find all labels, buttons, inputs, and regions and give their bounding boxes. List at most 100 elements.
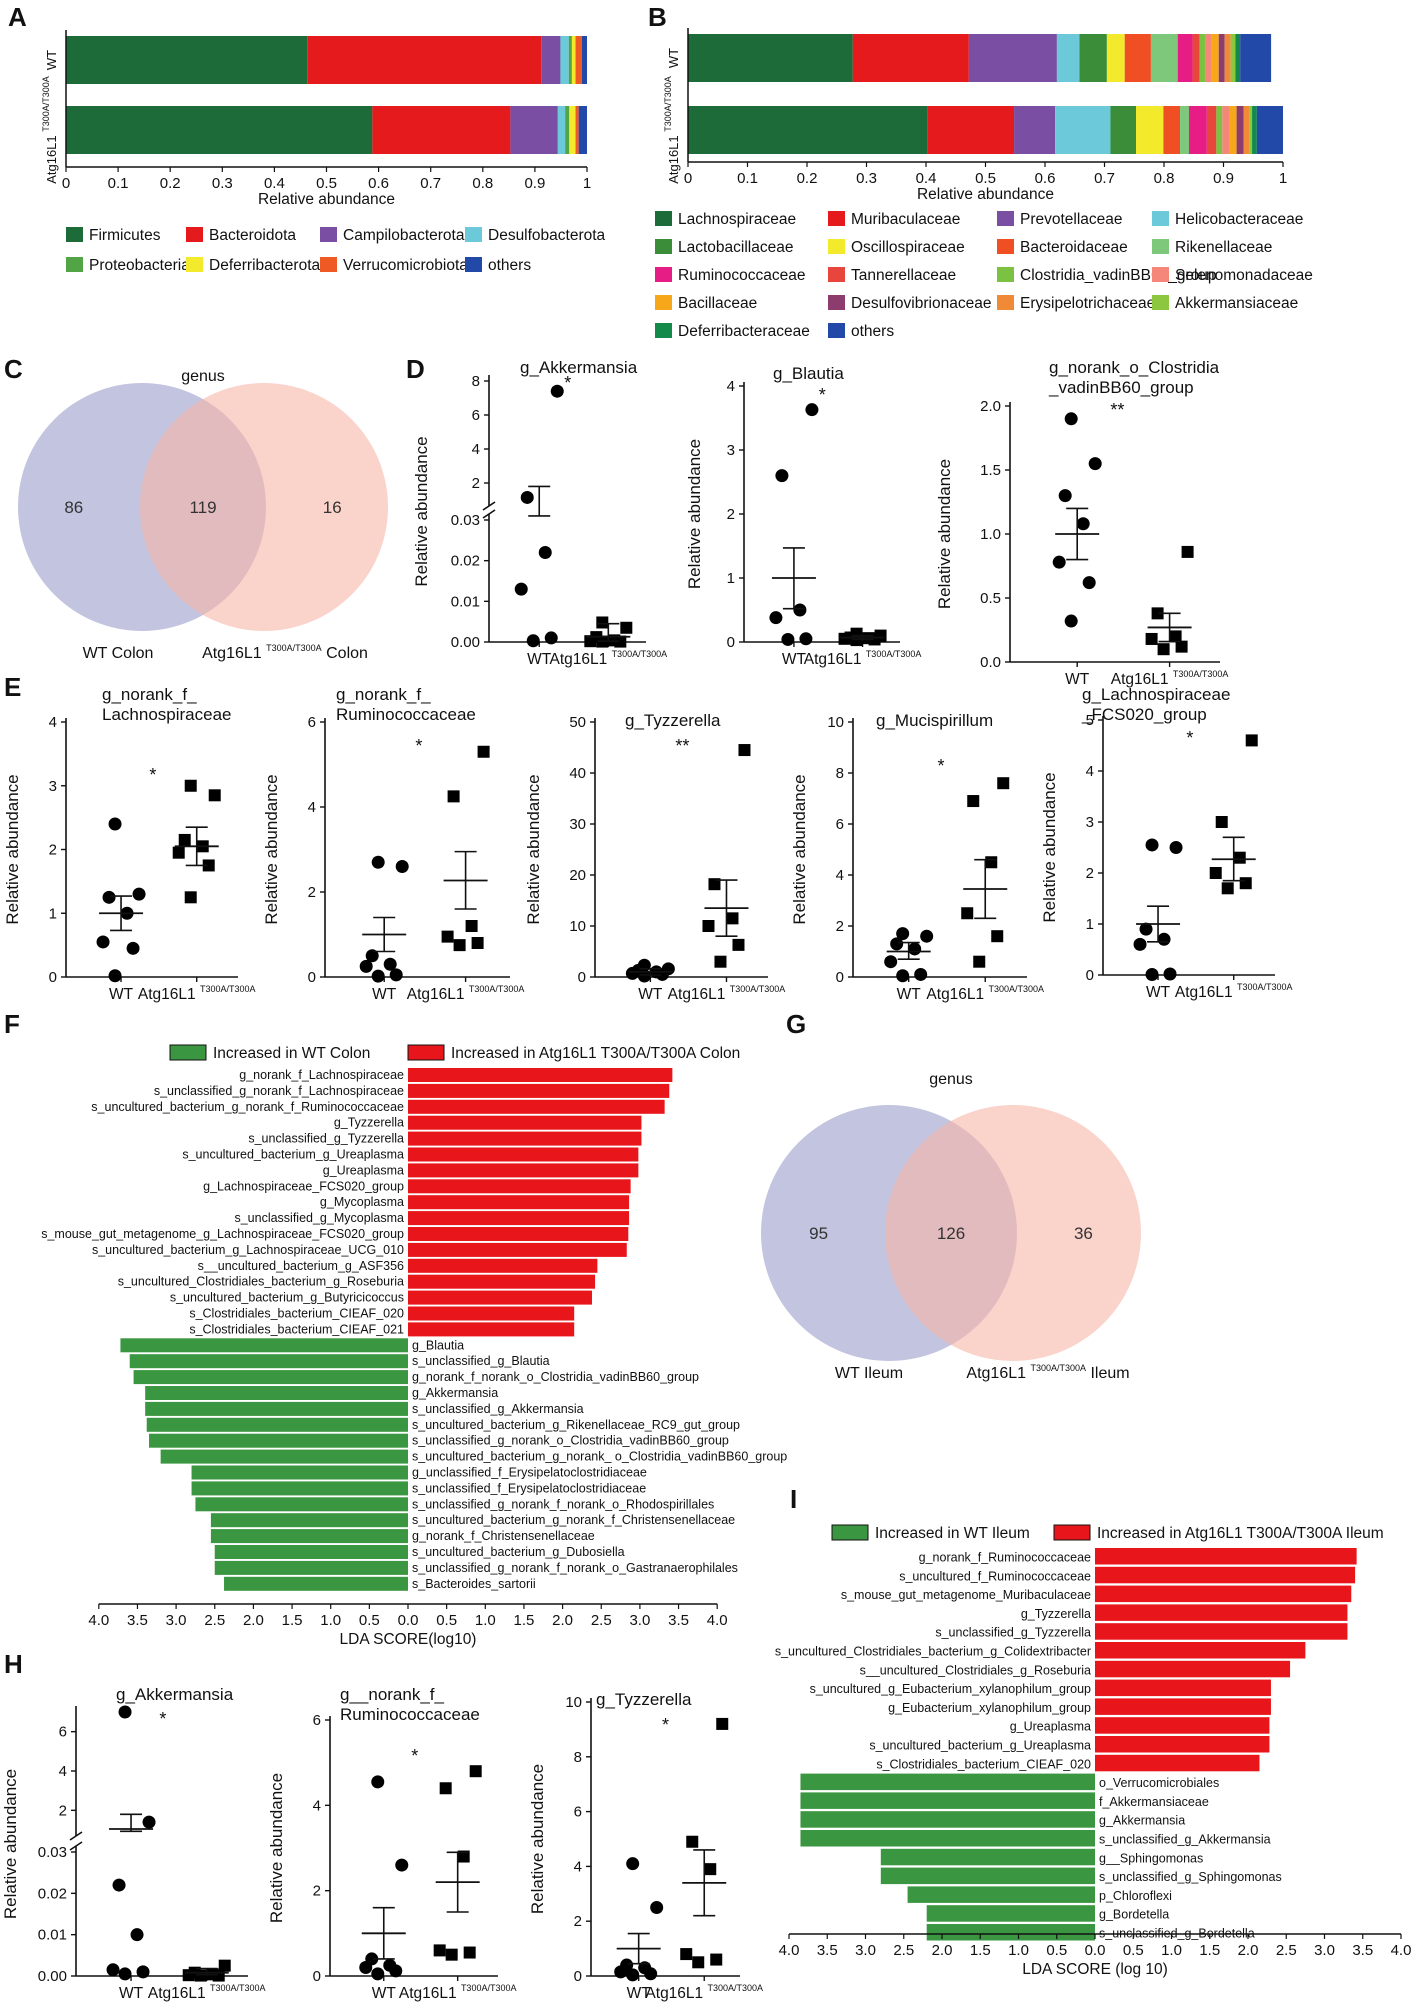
data-point-wt — [1064, 412, 1078, 426]
category-label-row1: Atg16L1 T300A/T300A — [663, 76, 681, 184]
bar-segment-clostridia-vadinbb60-group-row0 — [1199, 34, 1206, 82]
bar-segment-oscillospiraceae-row1 — [1136, 106, 1164, 154]
significance-marker: * — [564, 373, 571, 393]
x-tick-label: 2.5 — [591, 1612, 612, 1629]
data-point-wt — [650, 1901, 664, 1914]
lda-feature-label: g_Akkermansia — [412, 1386, 498, 1400]
panel-g: genus 95 126 36 WT Ileum Atg16L1 T300A/T300A … — [761, 1071, 1141, 1382]
y-axis-title: Relative abundance — [3, 774, 22, 924]
y-tick-label: 4 — [836, 867, 844, 884]
significance-marker: * — [819, 385, 826, 405]
data-point-wt — [799, 632, 813, 646]
x-tick-label: 0.7 — [1094, 170, 1115, 187]
bar-segment-others-row0 — [1240, 34, 1272, 82]
bar-segment-rikenellaceae-row0 — [1150, 34, 1178, 82]
lda-feature-label: s_mouse_gut_metagenome_g_Lachnospiraceae… — [41, 1227, 404, 1241]
panel-h-tyzzerella: 0 2 4 6 8 10 Relative abundance g_Tyzzerella * WT… — [528, 1690, 763, 2002]
y-tick-label: 6 — [574, 1804, 582, 1821]
x-tick-label: 0.0 — [1085, 1942, 1106, 1959]
y-tick-label: 30 — [569, 816, 586, 833]
venn-circle-right — [885, 1105, 1141, 1361]
lda-bar-mutant — [408, 1322, 575, 1337]
y-tick-label: 2 — [1086, 865, 1094, 882]
data-point-wt — [520, 490, 534, 504]
lda-feature-label: s_uncultured_bacterium_g_Dubosiella — [412, 1545, 625, 1559]
lda-feature-label: g_Tyzzerella — [334, 1116, 404, 1130]
panel-label-f: F — [4, 1009, 20, 1039]
data-point-mutant — [680, 1948, 693, 1961]
x-tick-label: 0.5 — [436, 1612, 457, 1629]
lda-bar-wt — [926, 1905, 1095, 1922]
bar-segment-helicobacteraceae-row0 — [1056, 34, 1080, 82]
x-tick-label: 4.0 — [1391, 1942, 1412, 1959]
lda-feature-label: s_unclassified_g_norank_f_norank_o_Rhodo… — [412, 1497, 714, 1511]
y-tick-label: 0.01 — [38, 1927, 67, 1944]
x-tick-label: 0.5 — [975, 170, 996, 187]
lda-bar-mutant — [1095, 1736, 1270, 1753]
data-point-mutant — [218, 1959, 231, 1972]
significance-marker: * — [411, 1746, 418, 1766]
data-point-wt — [908, 942, 922, 956]
data-point-mutant — [447, 790, 460, 803]
data-point-wt — [1133, 937, 1147, 951]
data-point-wt — [112, 1878, 126, 1892]
data-point-wt — [1076, 517, 1090, 531]
x-category-label: Atg16L1 T300A/T300A — [399, 1983, 517, 2002]
lda-feature-label: s_unclassified_g_norank_o_Clostridia_vad… — [412, 1434, 729, 1448]
data-point-wt — [383, 957, 397, 971]
data-point-wt — [884, 955, 898, 969]
data-point-mutant — [1215, 816, 1228, 828]
x-tick-label: 0.9 — [1213, 170, 1234, 187]
venn-count-left: 86 — [64, 498, 83, 517]
panel-e-fcs020: 0 1 2 3 4 5 Relative abundance g_Lachnospiracea… — [1040, 685, 1293, 1001]
bar-segment-desulfovibrionaceae-row1 — [1236, 106, 1244, 154]
x-tick-label: 1.5 — [970, 1942, 991, 1959]
panel-d-clostridia: 0.0 0.5 1.0 1.5 2.0 Relative abundance g_noran… — [935, 358, 1228, 688]
bar-segment-verrucomicrobiota-row1 — [575, 106, 579, 154]
legend-label-mutant: Increased in Atg16L1 T300A/T300A Colon — [451, 1045, 740, 1062]
lda-bar-mutant — [408, 1211, 630, 1226]
y-axis-title: Relative abundance — [262, 774, 281, 924]
panel-e-lachno: 0 1 2 3 4 Relative abundance g_norank_f_Lachno… — [3, 685, 256, 1003]
bar-segment-clostridia-vadinbb60-group-row1 — [1216, 106, 1223, 154]
x-tick-label: 1.5 — [282, 1612, 303, 1629]
bar-segment-bacillaceae-row1 — [1229, 106, 1237, 154]
y-tick-label: 8 — [472, 373, 480, 390]
bar-segment-ruminococcaceae-row0 — [1177, 34, 1193, 82]
legend-swatch-prevotellaceae — [997, 211, 1014, 226]
panel-label-b: B — [648, 2, 667, 32]
bar-segment-deferribacterota-row0 — [571, 36, 576, 84]
y-tick-label: 5 — [1086, 712, 1094, 729]
x-category-label: WT — [627, 1985, 652, 2002]
data-point-wt — [108, 817, 122, 831]
legend-label: Selenomonadaceae — [1175, 267, 1313, 284]
legend-swatch-oscillospiraceae — [828, 239, 845, 254]
lda-bar-wt — [160, 1449, 408, 1464]
y-tick-label: 0.03 — [38, 1844, 67, 1861]
bar-segment-lachnospiraceae-row1 — [688, 106, 928, 154]
bar-segment-erysipelotrichaceae-row0 — [1224, 34, 1231, 82]
lda-feature-label: g_norank_f_Ruminococcaceae — [919, 1551, 1091, 1565]
x-category-label: WT — [527, 651, 552, 668]
lda-bar-mutant — [1095, 1548, 1357, 1565]
legend-label: Deferribacteraceae — [678, 323, 810, 340]
x-tick-label: 0.5 — [1046, 1942, 1067, 1959]
y-tick-label: 2 — [59, 1802, 67, 1819]
y-tick-label: 6 — [836, 816, 844, 833]
bar-segment-prevotellaceae-row1 — [1014, 106, 1056, 154]
y-axis-title: Relative abundance — [528, 1764, 547, 1914]
y-tick-label: 0.00 — [38, 1968, 67, 1985]
venn-title: genus — [929, 1071, 973, 1088]
x-tick-label: 3.5 — [127, 1612, 148, 1629]
y-axis-title: Relative abundance — [267, 1773, 286, 1923]
lda-feature-label: s_uncultured_bacterium_g_norank_ o_Clost… — [412, 1450, 787, 1464]
lda-feature-label: f_Akkermansiaceae — [1099, 1795, 1209, 1809]
lda-feature-label: s_mouse_gut_metagenome_Muribaculaceae — [841, 1588, 1091, 1602]
x-tick-label: 1.5 — [1199, 1942, 1220, 1959]
data-point-wt — [1082, 576, 1096, 590]
bar-segment-deferribacteraceae-row0 — [1235, 34, 1241, 82]
data-point-wt — [371, 1775, 385, 1789]
data-point-mutant — [1151, 607, 1164, 620]
lda-feature-label: s_unclassified_g_Tyzzerella — [248, 1132, 404, 1146]
venn-count-left: 95 — [809, 1224, 828, 1243]
